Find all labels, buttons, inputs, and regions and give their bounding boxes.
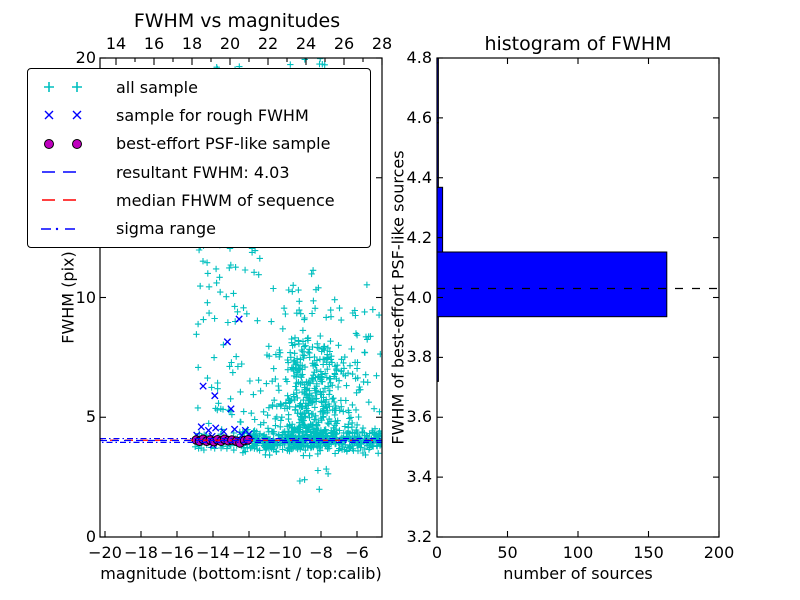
right-x-tick-label: 100 bbox=[562, 543, 594, 562]
left-top-tick-label: 22 bbox=[257, 34, 279, 53]
left-plot-title: FWHM vs magnitudes bbox=[133, 10, 341, 32]
left-x-tick-label: −12 bbox=[232, 543, 266, 562]
legend-entry-sigma-range: sigma range bbox=[36, 215, 362, 242]
right-x-tick-label: 200 bbox=[703, 543, 735, 562]
right-x-tick-label: 0 bbox=[431, 543, 443, 562]
histogram-bars bbox=[436, 57, 719, 382]
right-x-tick-label: 150 bbox=[633, 543, 664, 562]
left-top-tick-label: 20 bbox=[219, 34, 241, 53]
left-y-tick-label: 0 bbox=[85, 527, 96, 546]
right-plot-xlabel: number of sources bbox=[503, 564, 653, 583]
legend-label: resultant FWHM: 4.03 bbox=[116, 162, 290, 182]
left-y-tick-label: 10 bbox=[75, 287, 96, 307]
left-top-tick-label: 14 bbox=[105, 34, 127, 53]
right-y-tick-label: 3.4 bbox=[406, 467, 432, 487]
right-y-tick-label: 4.6 bbox=[406, 107, 432, 127]
left-x-tick-label: −16 bbox=[160, 543, 194, 562]
left-top-tick-label: 26 bbox=[333, 34, 355, 53]
histogram-bar bbox=[436, 186, 444, 253]
left-plot-xlabel: magnitude (bottom:isnt / top:calib) bbox=[100, 564, 382, 583]
circle-marker-icon bbox=[44, 138, 82, 149]
left-top-tick-label: 18 bbox=[181, 34, 203, 53]
rough-fwhm-points bbox=[193, 315, 253, 449]
legend-label: best-effort PSF-like sample bbox=[116, 134, 331, 154]
blue-dashdot-line-icon bbox=[41, 227, 75, 230]
right-plot-title: histogram of FWHM bbox=[484, 33, 672, 55]
legend-label: sigma range bbox=[116, 219, 216, 239]
left-x-tick-label: −8 bbox=[309, 543, 333, 562]
left-top-tick-label: 24 bbox=[295, 34, 317, 53]
right-y-tick-label: 4.4 bbox=[406, 167, 432, 187]
legend-entry-median-fwhm: median FHWM of sequence bbox=[36, 187, 362, 214]
left-top-tick-label: 28 bbox=[371, 34, 393, 53]
left-x-tick-label: −10 bbox=[268, 543, 302, 562]
legend-label: median FHWM of sequence bbox=[116, 190, 335, 210]
left-plot-data bbox=[100, 58, 382, 493]
right-y-tick-label: 4.8 bbox=[406, 48, 432, 67]
legend-label: all sample bbox=[116, 77, 198, 97]
left-x-tick-label: −20 bbox=[88, 543, 122, 562]
legend-entry-all-sample: all sample bbox=[36, 74, 362, 101]
right-y-tick-label: 4.2 bbox=[406, 227, 432, 247]
blue-dashed-line-icon bbox=[42, 171, 76, 173]
left-top-tick-label: 16 bbox=[143, 34, 165, 53]
legend-entry-psf-sample: best-effort PSF-like sample bbox=[36, 130, 362, 157]
left-x-tick-label: −6 bbox=[345, 543, 369, 562]
plus-marker-icon bbox=[44, 82, 82, 93]
axis-ticks bbox=[100, 57, 720, 538]
left-x-tick-label: −18 bbox=[124, 543, 158, 562]
legend-entry-resultant-fwhm: resultant FWHM: 4.03 bbox=[36, 159, 362, 186]
right-y-tick-label: 4.0 bbox=[406, 287, 432, 307]
right-x-tick-label: 50 bbox=[497, 543, 518, 562]
left-y-tick-label: 5 bbox=[85, 407, 96, 427]
cross-marker-icon bbox=[44, 110, 82, 120]
red-dashed-line-icon bbox=[42, 199, 76, 202]
histogram-bar bbox=[436, 251, 668, 318]
legend-box: all sample sample for rough FWHM best-ef… bbox=[27, 68, 371, 248]
left-x-tick-label: −14 bbox=[196, 543, 230, 562]
right-y-tick-label: 3.6 bbox=[406, 407, 432, 427]
legend-entry-rough-fwhm: sample for rough FWHM bbox=[36, 102, 362, 129]
left-y-tick-label: 20 bbox=[75, 48, 96, 67]
right-y-tick-label: 3.8 bbox=[406, 347, 432, 367]
legend-label: sample for rough FWHM bbox=[116, 105, 309, 125]
right-y-tick-label: 3.2 bbox=[406, 527, 432, 546]
